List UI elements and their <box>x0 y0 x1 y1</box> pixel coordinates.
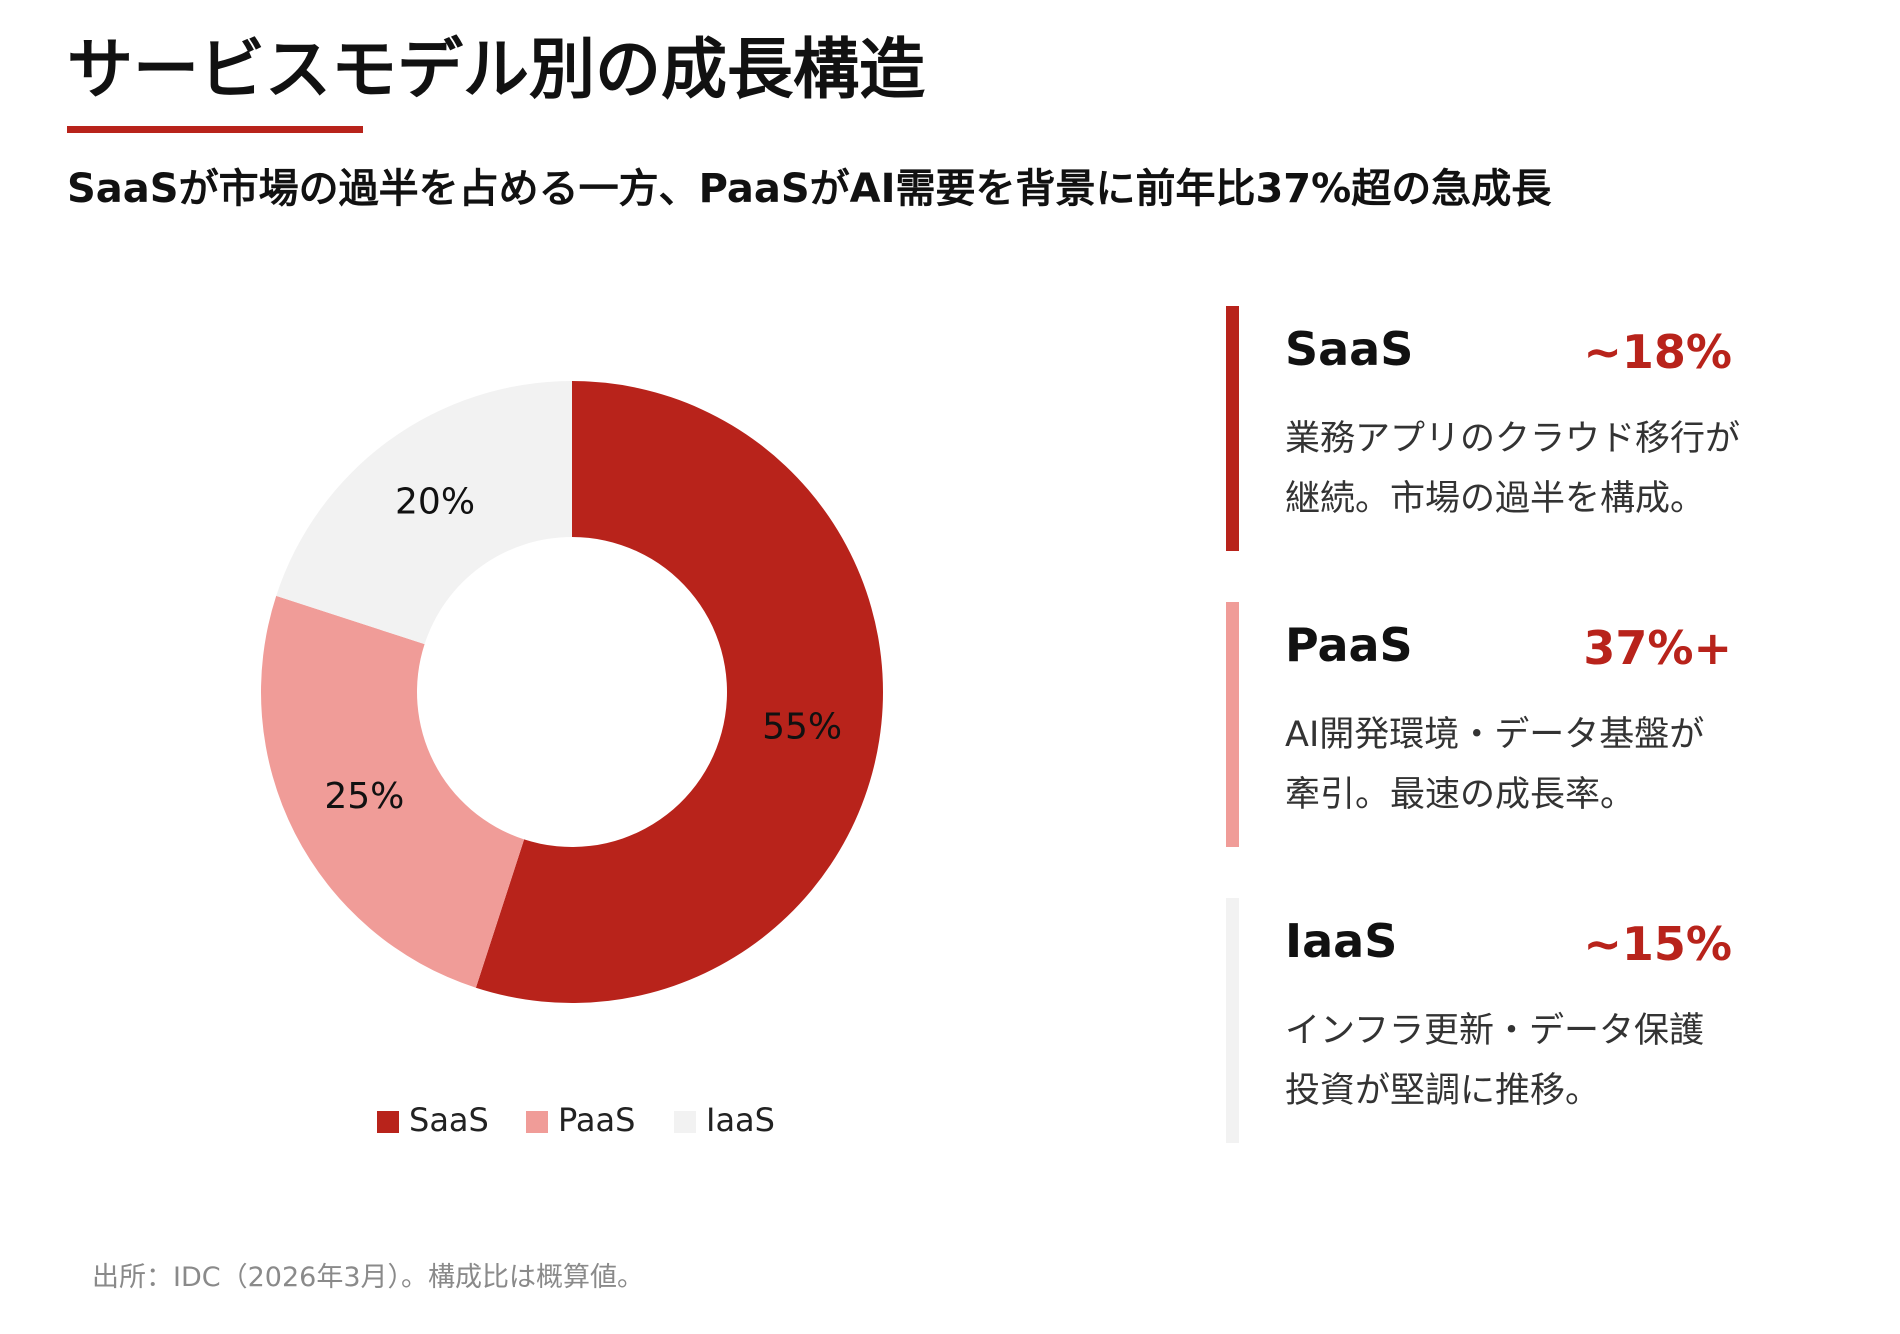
card-name: PaaS <box>1285 618 1413 672</box>
card-description: 投資が堅調に推移。 <box>1285 1071 1600 1111</box>
title-underline <box>67 126 363 133</box>
card-description: 業務アプリのクラウド移行が <box>1285 419 1740 459</box>
card-accent-bar <box>1226 602 1239 847</box>
legend-label: PaaS <box>558 1101 635 1139</box>
slice-label: 55% <box>762 706 842 747</box>
title: サービスモデル別の成長構造 <box>67 31 925 108</box>
donut-slice <box>261 595 525 988</box>
card-name: SaaS <box>1285 322 1413 376</box>
source-note: 出所：IDC（2026年3月）。構成比は概算値。 <box>92 1262 644 1293</box>
donut-slice <box>475 380 884 1003</box>
card-accent-bar <box>1226 898 1239 1143</box>
card-description: インフラ更新・データ保護 <box>1285 1011 1704 1051</box>
slice-label: 25% <box>324 776 404 817</box>
legend-swatch <box>526 1111 548 1133</box>
card-growth: ~18% <box>1583 325 1732 379</box>
slice-label: 20% <box>395 481 475 522</box>
card-growth: 37%+ <box>1583 621 1732 675</box>
card-description: 継続。市場の過半を構成。 <box>1285 479 1705 519</box>
card-accent-bar <box>1226 306 1239 551</box>
subtitle: SaaSが市場の過半を占める一方、PaaSがAI需要を背景に前年比37%超の急成… <box>67 166 1552 212</box>
legend-label: IaaS <box>706 1101 775 1139</box>
donut-slice <box>276 381 572 645</box>
card-growth: ~15% <box>1583 917 1732 971</box>
card-description: AI開発環境・データ基盤が <box>1285 715 1704 755</box>
card-name: IaaS <box>1285 914 1397 968</box>
legend-swatch <box>377 1111 399 1133</box>
legend-label: SaaS <box>409 1101 489 1139</box>
legend-swatch <box>674 1111 696 1133</box>
card-description: 牽引。最速の成長率。 <box>1285 775 1635 815</box>
